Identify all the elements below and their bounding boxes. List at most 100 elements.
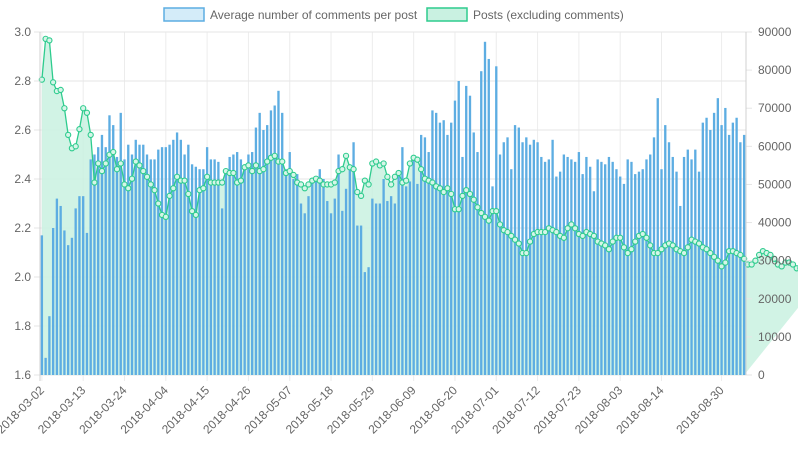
posts-point[interactable] [151,187,158,194]
comments-bar[interactable] [558,171,562,375]
legend-label-comments[interactable]: Average number of comments per post [210,8,418,22]
comments-bar[interactable] [442,120,445,375]
posts-point[interactable] [361,177,368,184]
posts-point[interactable] [658,246,665,253]
posts-point[interactable] [264,158,271,165]
comments-bar[interactable] [100,134,104,375]
comments-bar[interactable] [220,208,224,375]
comments-bar[interactable] [517,127,520,375]
posts-point[interactable] [102,160,109,167]
comments-bar[interactable] [235,152,239,375]
comments-bar[interactable] [423,137,427,375]
comments-bar[interactable] [724,107,727,375]
comments-bar[interactable] [175,132,179,375]
comments-bar[interactable] [48,316,51,375]
comments-bar[interactable] [420,134,423,375]
comments-bar[interactable] [341,210,344,375]
comments-bar[interactable] [468,95,472,375]
posts-point[interactable] [290,171,297,179]
comments-bar[interactable] [217,161,220,375]
posts-point[interactable] [301,185,308,192]
comments-bar[interactable] [536,142,539,375]
comments-bar[interactable] [404,186,408,375]
comments-bar[interactable] [202,169,205,375]
posts-point[interactable] [485,217,492,224]
comments-bar[interactable] [281,112,284,375]
comments-bar[interactable] [239,159,243,375]
posts-point[interactable] [515,240,522,247]
comments-bar[interactable] [446,134,449,375]
posts-point[interactable] [188,207,196,215]
posts-point[interactable] [680,249,688,257]
posts-point[interactable] [605,246,613,253]
posts-point[interactable] [684,244,691,251]
comments-bar[interactable] [682,156,686,375]
posts-point[interactable] [478,209,485,217]
posts-point[interactable] [117,160,124,167]
comments-bar[interactable] [626,159,629,375]
comments-bar[interactable] [179,139,182,375]
posts-point[interactable] [553,228,560,236]
comments-bar[interactable] [288,152,291,375]
posts-point[interactable] [125,185,132,192]
comments-bar[interactable] [480,71,483,375]
comments-bar[interactable] [435,112,438,375]
posts-point[interactable] [132,158,139,165]
posts-point[interactable] [647,242,654,249]
posts-point[interactable] [305,181,312,188]
comments-bar[interactable] [679,205,682,375]
comments-bar[interactable] [562,154,566,376]
comments-bar[interactable] [431,110,434,376]
comments-bar[interactable] [67,245,70,375]
comments-bar[interactable] [506,137,509,375]
posts-point[interactable] [418,166,425,173]
comments-bar[interactable] [115,156,119,375]
posts-point[interactable] [523,249,530,257]
comments-bar[interactable] [637,171,641,375]
posts-point[interactable] [455,206,462,213]
posts-point[interactable] [181,177,188,184]
posts-point[interactable] [249,167,256,175]
comments-bar[interactable] [671,156,674,375]
comments-bar[interactable] [85,232,89,375]
comments-bar[interactable] [307,196,310,375]
comments-bar[interactable] [607,156,611,375]
comments-bar[interactable] [70,237,74,375]
comments-bar[interactable] [585,156,588,375]
posts-point[interactable] [632,238,639,245]
posts-point[interactable] [76,126,83,133]
comments-bar[interactable] [277,90,280,376]
posts-point[interactable] [714,257,721,264]
posts-point[interactable] [143,173,151,180]
legend-swatch-comments[interactable] [163,7,205,22]
posts-point[interactable] [147,181,154,188]
posts-point[interactable] [459,192,466,200]
comments-bar[interactable] [292,179,295,375]
posts-point[interactable] [87,131,94,139]
comments-bar[interactable] [367,267,370,375]
posts-point[interactable] [65,131,72,139]
posts-point[interactable] [260,166,267,173]
comments-bar[interactable] [566,156,569,375]
comments-bar[interactable] [142,144,145,375]
posts-point[interactable] [508,232,515,240]
posts-point[interactable] [173,173,181,180]
posts-point[interactable] [170,185,177,192]
posts-point[interactable] [710,253,718,261]
comments-bar[interactable] [168,144,171,375]
comments-bar[interactable] [374,203,378,376]
comments-bar[interactable] [577,152,581,375]
posts-point[interactable] [722,259,729,266]
comments-bar[interactable] [359,225,363,375]
comments-bar[interactable] [438,122,442,376]
comments-bar[interactable] [675,171,678,375]
posts-point[interactable] [703,246,710,253]
comments-bar[interactable] [51,228,55,375]
comments-bar[interactable] [555,176,558,375]
comments-bar[interactable] [160,147,164,375]
comments-bar[interactable] [600,161,603,375]
comments-bar[interactable] [82,196,85,375]
comments-bar[interactable] [266,125,269,375]
comments-bar[interactable] [656,98,659,376]
posts-point[interactable] [218,179,226,186]
